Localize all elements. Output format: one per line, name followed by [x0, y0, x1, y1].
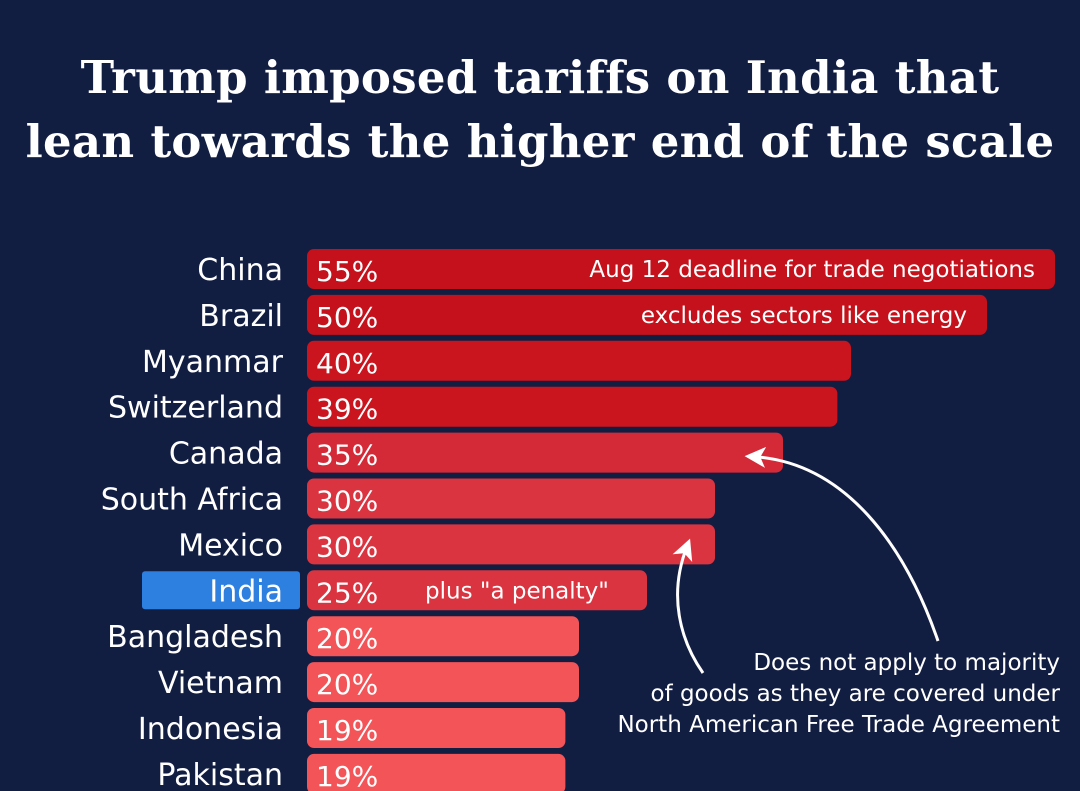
bar-canada: [307, 432, 783, 473]
category-label-switzerland: Switzerland: [108, 391, 283, 426]
bar-mexico: [307, 524, 715, 565]
bar-switzerland: [307, 386, 838, 427]
value-label-indonesia: 19%: [316, 714, 378, 747]
value-label-pakistan: 19%: [316, 760, 378, 791]
highlight-marker-india: [142, 571, 300, 610]
category-label-south-africa: South Africa: [101, 483, 283, 518]
value-label-mexico: 30%: [316, 530, 378, 563]
bar-note-brazil: excludes sectors like energy: [641, 303, 967, 329]
value-label-myanmar: 40%: [316, 347, 378, 380]
value-label-india: 25%: [316, 576, 378, 609]
category-label-bangladesh: Bangladesh: [107, 620, 283, 655]
callout-line-1: Does not apply to majority: [753, 650, 1060, 676]
title-line-1: Trump imposed tariffs on India that: [80, 51, 1000, 104]
value-label-vietnam: 20%: [316, 668, 378, 701]
bar-note-india: plus "a penalty": [425, 578, 609, 604]
category-label-brazil: Brazil: [199, 299, 283, 334]
callout-line-2: of goods as they are covered under: [650, 681, 1060, 707]
category-label-myanmar: Myanmar: [142, 345, 284, 380]
category-label-mexico: Mexico: [178, 528, 283, 563]
bar-south-africa: [307, 478, 715, 519]
bar-brazil: [307, 294, 987, 335]
category-label-pakistan: Pakistan: [157, 758, 283, 791]
category-label-vietnam: Vietnam: [158, 666, 283, 701]
category-label-china: China: [197, 253, 283, 288]
bar-indonesia: [307, 708, 566, 748]
callout-line-3: North American Free Trade Agreement: [617, 712, 1060, 738]
value-label-switzerland: 39%: [316, 393, 378, 426]
category-label-india: India: [209, 574, 283, 609]
value-label-canada: 35%: [316, 439, 378, 472]
callout-arrow-canada: [744, 446, 940, 642]
value-label-brazil: 50%: [316, 301, 378, 334]
value-label-south-africa: 30%: [316, 485, 378, 518]
callout-arrow-mexico: [672, 538, 705, 674]
bar-note-china: Aug 12 deadline for trade negotiations: [589, 257, 1035, 283]
chart-title: Trump imposed tariffs on India that lean…: [0, 46, 1080, 174]
bar-vietnam: [307, 662, 579, 703]
bar-myanmar: [307, 340, 851, 381]
bar-china: [307, 249, 1055, 289]
bar-india: [307, 570, 647, 611]
title-line-2: lean towards the higher end of the scale: [25, 115, 1055, 168]
value-label-china: 55%: [316, 255, 378, 288]
bar-pakistan: [307, 753, 566, 791]
value-label-bangladesh: 20%: [316, 622, 378, 655]
category-label-indonesia: Indonesia: [138, 712, 283, 747]
bar-bangladesh: [307, 616, 579, 657]
category-label-canada: Canada: [169, 437, 283, 472]
